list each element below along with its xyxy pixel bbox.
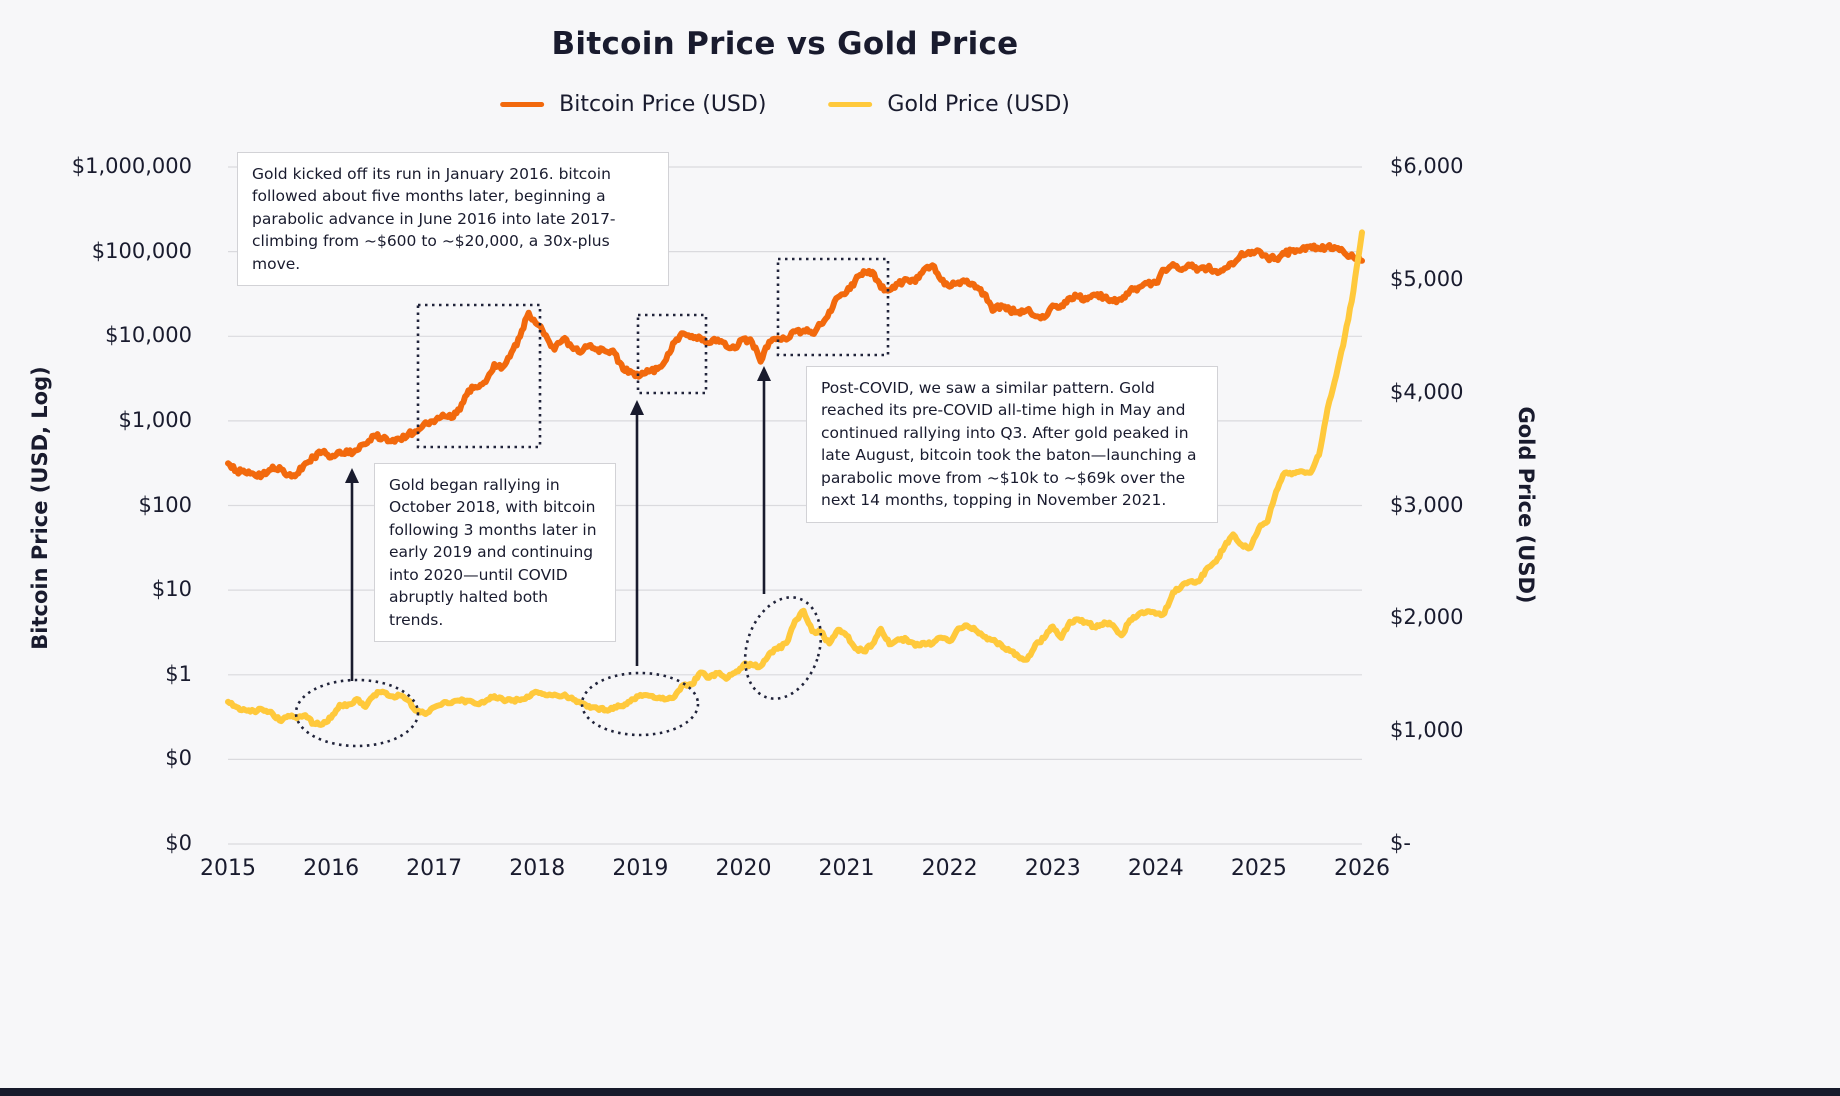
annotation-ellipse-0 (294, 678, 420, 748)
annotation-arrowhead-2 (757, 366, 771, 381)
x-axis-tick-5: 2020 (715, 856, 772, 881)
x-axis-tick-11: 2026 (1334, 856, 1390, 881)
x-axis-tick-2: 2017 (406, 856, 463, 881)
annotation-box-2016-run: Gold kicked off its run in January 2016.… (237, 152, 669, 287)
left-axis-tick-4: $100 (138, 492, 192, 517)
x-axis-tick-9: 2024 (1127, 856, 1184, 881)
x-axis-tick-10: 2025 (1230, 856, 1287, 881)
legend: Bitcoin Price (USD) Gold Price (USD) (500, 92, 1070, 117)
right-axis-tick-1: $5,000 (1390, 266, 1464, 291)
x-axis-tick-6: 2021 (818, 856, 875, 881)
annotation-ellipse-2 (743, 596, 823, 700)
gold-series-line (225, 229, 1365, 728)
annotation-ellipse-1 (580, 671, 700, 737)
x-axis-tick-8: 2023 (1024, 856, 1081, 881)
chart-title: Bitcoin Price vs Gold Price (551, 26, 1019, 62)
left-axis-tick-2: $10,000 (105, 323, 192, 348)
right-axis-tick-0: $6,000 (1390, 154, 1464, 178)
right-axis-tick-4: $2,000 (1390, 605, 1464, 630)
x-axis-tick-3: 2018 (509, 856, 566, 881)
left-axis-tick-0: $1,000,000 (71, 154, 192, 178)
x-axis-tick-1: 2016 (303, 856, 360, 881)
right-axis-tick-6: $- (1390, 831, 1411, 855)
x-axis-tick-4: 2019 (612, 856, 669, 881)
annotation-rect-0 (416, 303, 542, 449)
annotation-rect-1 (636, 313, 708, 395)
annotation-rect-2 (776, 257, 890, 357)
right-axis-tick-2: $4,000 (1390, 379, 1464, 404)
left-axis-tick-6: $1 (165, 661, 192, 686)
right-axis-tick-5: $1,000 (1390, 718, 1464, 743)
x-axis-tick-7: 2022 (921, 856, 978, 881)
bitcoin-legend-label: Bitcoin Price (USD) (559, 92, 767, 117)
annotation-arrowhead-1 (630, 400, 644, 415)
legend-item-gold: Gold Price (USD) (828, 92, 1070, 117)
left-axis-tick-5: $10 (151, 577, 192, 602)
annotation-arrowhead-0 (345, 468, 359, 483)
bottom-edge-bar (0, 1088, 1840, 1096)
gold-legend-swatch (828, 102, 873, 107)
annotation-box-2018-rally: Gold began rallying in October 2018, wit… (374, 463, 616, 643)
left-axis-tick-1: $100,000 (91, 238, 192, 263)
x-axis-tick-0: 2015 (200, 856, 256, 881)
gold-legend-label: Gold Price (USD) (887, 92, 1070, 117)
left-axis-tick-3: $1,000 (118, 407, 192, 432)
right-axis-tick-3: $3,000 (1390, 492, 1464, 517)
bitcoin-legend-swatch (500, 102, 545, 107)
left-axis-tick-7: $0 (165, 746, 192, 771)
legend-item-bitcoin: Bitcoin Price (USD) (500, 92, 766, 117)
annotation-box-post-covid: Post-COVID, we saw a similar pattern. Go… (806, 366, 1218, 523)
left-axis-tick-8: $0 (165, 831, 192, 855)
